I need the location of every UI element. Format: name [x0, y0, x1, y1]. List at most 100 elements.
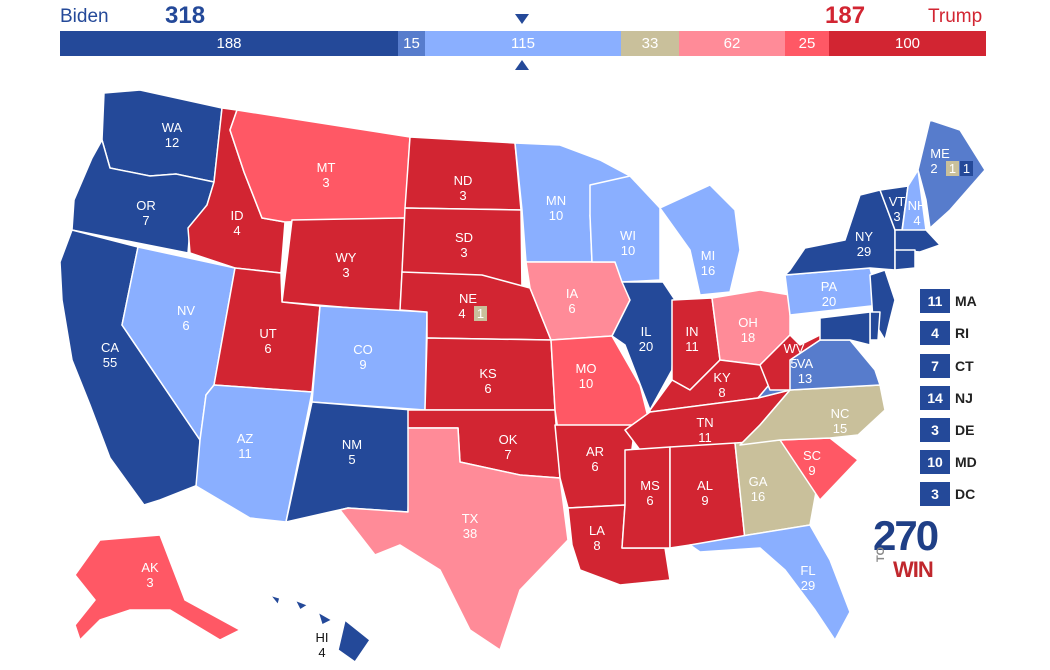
state-hi[interactable] [269, 594, 371, 663]
state-label-ky: KY [713, 370, 731, 385]
bar-segment-safe-rep[interactable]: 100 [829, 31, 986, 56]
state-label-wv: WV [784, 341, 805, 356]
state-ak[interactable] [74, 534, 241, 641]
state-mi[interactable] [659, 184, 741, 296]
state-label-ut: UT [259, 326, 276, 341]
state-label-co: CO [353, 342, 373, 357]
district-box-2-me[interactable] [960, 161, 973, 176]
state-co[interactable] [311, 305, 428, 411]
state-votes-ne: 4 [458, 306, 465, 321]
box-de-votes[interactable]: 3 [920, 418, 950, 442]
state-votes-la: 8 [593, 538, 600, 553]
right-candidate-name: Trump [928, 6, 983, 27]
state-label-al: AL [697, 478, 713, 493]
state-de[interactable] [869, 311, 881, 341]
state-label-mt: MT [317, 160, 336, 175]
state-label-mn: MN [546, 193, 566, 208]
state-label-vt: VT [889, 194, 906, 209]
box-nj-label: NJ [955, 390, 973, 406]
state-votes-mo: 10 [579, 376, 593, 391]
right-candidate-total: 187 [825, 2, 866, 29]
box-ri-votes[interactable]: 4 [920, 321, 950, 345]
box-ct-votes[interactable]: 7 [920, 354, 950, 378]
state-fl[interactable] [689, 524, 851, 641]
box-ma-label: MA [955, 293, 977, 309]
state-label-wi: WI [620, 228, 636, 243]
state-az[interactable] [195, 384, 313, 523]
state-label-ne: NE [459, 291, 477, 306]
state-ct[interactable] [894, 249, 916, 271]
box-ma-votes[interactable]: 11 [920, 289, 950, 313]
state-label-az: AZ [237, 431, 254, 446]
logo-win: WIN [893, 557, 934, 582]
state-label-oh: OH [738, 315, 758, 330]
state-label-nh: NH [908, 198, 927, 213]
state-votes-tx: 38 [463, 526, 477, 541]
state-votes-in: 11 [685, 339, 699, 354]
state-label-ok: OK [499, 432, 518, 447]
270towin-logo[interactable]: 270 TO WIN [873, 515, 939, 583]
box-dc-votes[interactable]: 3 [920, 482, 950, 506]
district-box-ne[interactable] [474, 306, 487, 321]
state-votes-ky: 8 [718, 385, 725, 400]
state-votes-ny: 29 [857, 244, 871, 259]
state-label-mo: MO [576, 361, 597, 376]
state-label-wa: WA [162, 120, 183, 135]
state-wa[interactable] [101, 89, 223, 183]
box-dc-label: DC [955, 486, 976, 502]
state-votes-nv: 6 [182, 318, 189, 333]
state-votes-fl: 29 [801, 578, 815, 593]
state-votes-nd: 3 [459, 188, 466, 203]
left-candidate-name: Biden [60, 6, 109, 27]
state-label-nv: NV [177, 303, 195, 318]
state-votes-hi: 4 [318, 645, 325, 660]
state-ms[interactable] [621, 446, 671, 549]
state-ma[interactable] [894, 229, 941, 253]
box-md-label: MD [955, 454, 977, 470]
state-votes-sc: 9 [808, 463, 815, 478]
state-votes-va: 13 [798, 371, 812, 386]
state-votes-nm: 5 [348, 452, 355, 467]
state-votes-ga: 16 [751, 489, 765, 504]
state-label-il: IL [641, 324, 652, 339]
state-tx[interactable] [339, 427, 569, 651]
state-label-sd: SD [455, 230, 473, 245]
state-label-ar: AR [586, 444, 604, 459]
bar-segment-safe-dem[interactable]: 188 [60, 31, 398, 56]
state-label-wy: WY [336, 250, 357, 265]
bar-segment-likely-rep[interactable]: 25 [785, 31, 829, 56]
box-nj-votes[interactable]: 14 [920, 386, 950, 410]
district-box-me[interactable] [946, 161, 959, 176]
state-votes-wy: 3 [342, 265, 349, 280]
state-label-tn: TN [696, 415, 713, 430]
bar-segment-lean-rep[interactable]: 62 [679, 31, 785, 56]
state-votes-tn: 11 [698, 430, 712, 445]
state-label-ca: CA [101, 340, 119, 355]
logo-to: TO [875, 546, 887, 562]
state-votes-al: 9 [701, 493, 708, 508]
state-label-la: LA [589, 523, 605, 538]
state-votes-mi: 16 [701, 263, 715, 278]
state-votes-wi: 10 [621, 243, 635, 258]
state-votes-nc: 15 [833, 421, 847, 436]
state-md[interactable] [819, 311, 871, 346]
box-md-votes[interactable]: 10 [920, 450, 950, 474]
state-votes-ar: 6 [591, 459, 598, 474]
state-votes-me: 2 [930, 161, 937, 176]
electoral-vote-bar: 188 15 115 33 62 25 100 [60, 31, 986, 56]
district-votes-2-me: 1 [963, 161, 970, 176]
bar-segment-tossup[interactable]: 33 [621, 31, 679, 56]
state-label-fl: FL [800, 563, 815, 578]
state-label-ms: MS [640, 478, 660, 493]
bar-segment-likely-dem[interactable]: 15 [398, 31, 425, 56]
state-label-nm: NM [342, 437, 362, 452]
bar-segment-lean-dem[interactable]: 115 [425, 31, 621, 56]
state-ny[interactable] [784, 189, 896, 276]
district-votes-me: 1 [949, 161, 956, 176]
state-label-ia: IA [566, 286, 579, 301]
state-label-in: IN [686, 324, 699, 339]
state-label-or: OR [136, 198, 156, 213]
state-votes-oh: 18 [741, 330, 755, 345]
state-label-pa: PA [821, 279, 838, 294]
